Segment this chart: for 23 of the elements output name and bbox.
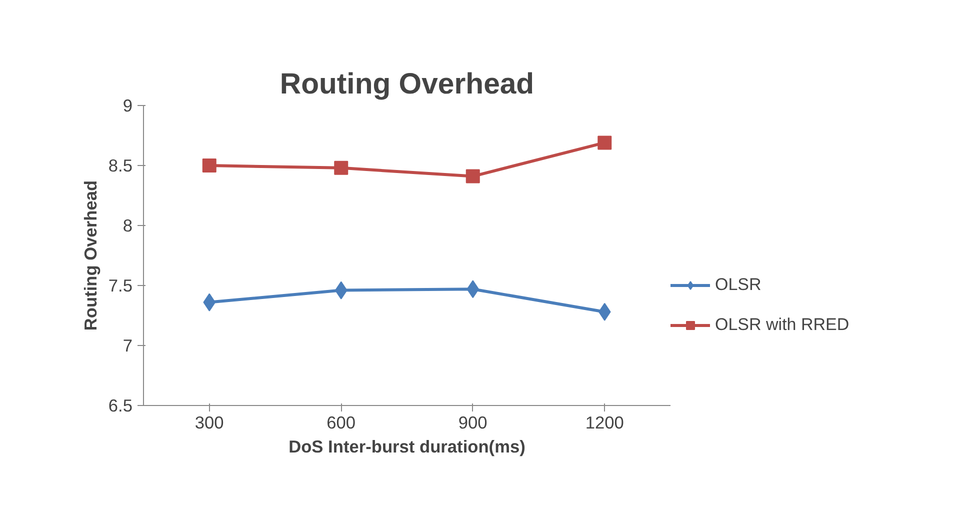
y-tick-label: 6.5 xyxy=(108,396,133,416)
point xyxy=(202,158,216,172)
y-tick-label: 8.5 xyxy=(108,156,133,176)
point xyxy=(466,169,480,184)
legend-label: OLSR with RRED xyxy=(715,315,850,335)
x-tick-label: 1200 xyxy=(585,412,624,432)
y-tick-label: 7 xyxy=(122,336,133,356)
point xyxy=(334,160,348,175)
y-tick-label: 9 xyxy=(122,96,133,116)
point xyxy=(334,281,348,300)
point xyxy=(598,136,612,150)
legend-label: OLSR xyxy=(715,275,762,295)
x-tick-label: 600 xyxy=(326,412,356,432)
y-tick-label: 8 xyxy=(122,216,133,236)
x-tick-label: 900 xyxy=(458,412,488,432)
x-axis-title: DoS Inter-burst duration(ms) xyxy=(288,436,526,456)
point xyxy=(203,293,216,312)
point xyxy=(598,302,611,321)
y-tick-label: 7.5 xyxy=(108,276,133,296)
x-tick-label: 300 xyxy=(194,412,224,432)
point xyxy=(466,280,480,298)
y-axis-title: Routing Overhead xyxy=(80,180,100,331)
chart-title: Routing Overhead xyxy=(280,68,534,100)
